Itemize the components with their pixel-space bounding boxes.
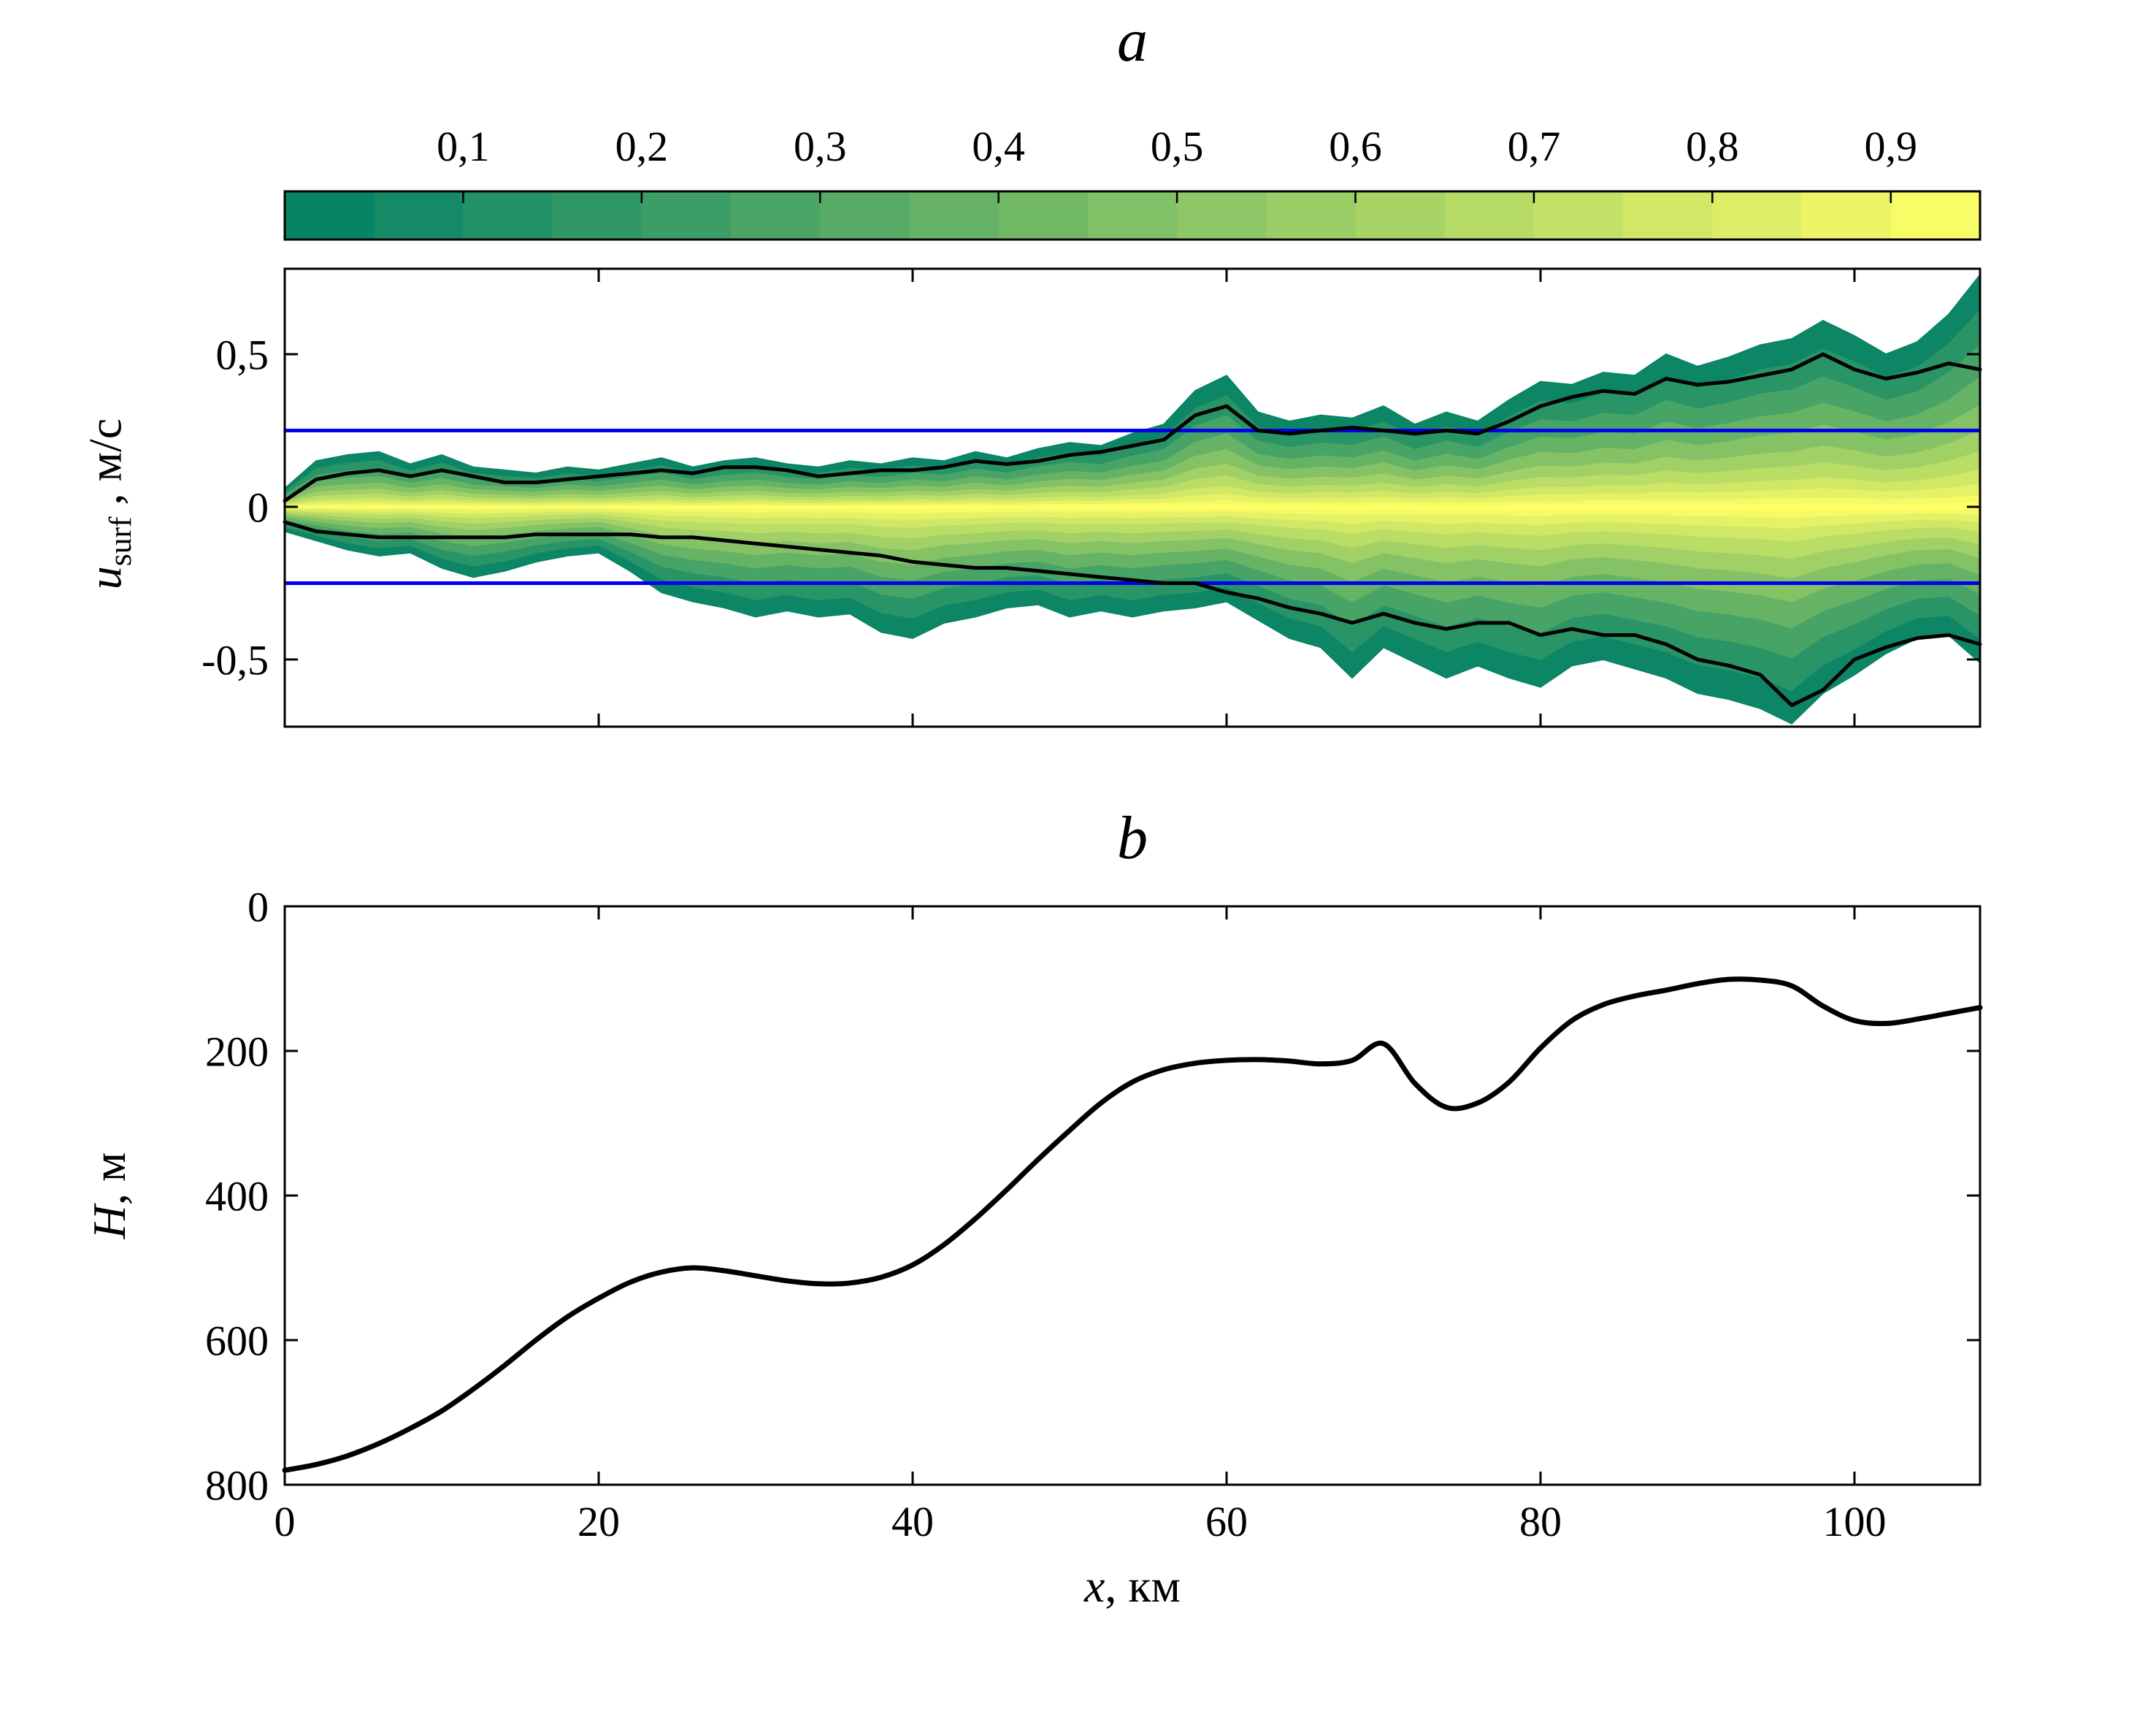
ylabel-b-units: , м [83,1152,135,1206]
panel-b-title: b [1117,804,1148,872]
velocity-contour-band [285,502,1980,511]
panel-a-ylabel: usurf , м/с [79,418,139,590]
colorbar-segment [1087,191,1178,240]
colorbar-segment [731,191,821,240]
colorbar-tick-label: 0,4 [972,123,1025,170]
colorbar-tick-label: 0,6 [1329,123,1382,170]
x-tick-label: 80 [1519,1498,1562,1545]
colorbar-segment [552,191,642,240]
xlabel-b-units: , км [1105,1560,1181,1612]
ylabel-a-var: u [79,566,131,590]
y-tick-label: 0,5 [216,331,269,378]
colorbar-segment [1801,191,1892,240]
y-tick-label: 400 [205,1172,269,1220]
colorbar: 0,1 0,2 0,3 0,4 0,5 0,6 0,7 0,8 0,9 [283,123,1982,241]
panel-b-ylabel: H, м [83,1152,135,1239]
colorbar-segment [1712,191,1803,240]
colorbar-tick-label: 0,9 [1865,123,1918,170]
colorbar-segment [1890,191,1981,240]
panel-a-title: a [1117,7,1148,74]
colorbar-segment [820,191,910,240]
ylabel-b-var: H [83,1205,135,1239]
upper-bound-curve [283,352,1982,503]
colorbar-tick-label: 0,8 [1686,123,1739,170]
y-tick-label: -0,5 [202,636,269,684]
colorbar-segment [1177,191,1267,240]
x-tick-label: 100 [1823,1498,1887,1545]
colorbar-segment [374,191,464,240]
ylabel-a-sub: surf [103,516,139,567]
colorbar-segment [285,191,375,240]
xlabel-b-var: x [1084,1560,1105,1612]
lower-bound-curve [283,520,1982,708]
colorbar-segment [1533,191,1624,240]
y-tick-label: 800 [205,1461,269,1509]
ylabel-a-units: , м/с [79,418,131,517]
panel-b-frame [283,905,1982,1486]
colorbar-tick-label: 0,3 [794,123,847,170]
x-tick-label: 0 [275,1498,296,1545]
colorbar-frame [283,190,1982,241]
colorbar-segment [1623,191,1714,240]
panel-b-xlabel: x, км [285,1563,1980,1610]
panel-b: 0 20 40 60 80 100 0 200 400 600 800 [205,883,1983,1545]
colorbar-tick-label: 0,2 [615,123,669,170]
depth-profile-curve [282,976,1983,1473]
panel-a: 0,5 0 -0,5 [202,267,1982,728]
x-tick-label: 20 [578,1498,620,1545]
y-tick-label: 0 [248,483,269,531]
x-tick-label: 40 [891,1498,934,1545]
x-tick-label: 60 [1205,1498,1248,1545]
colorbar-segment [463,191,553,240]
colorbar-segment [1266,191,1357,240]
colorbar-segment [641,191,732,240]
colorbar-segment [909,191,1000,240]
colorbar-segment [998,191,1089,240]
panel-a-frame [283,267,1982,728]
colorbar-segment [1444,191,1535,240]
y-tick-label: 600 [205,1317,269,1364]
y-tick-label: 200 [205,1028,269,1075]
colorbar-tick-label: 0,1 [437,123,490,170]
colorbar-tick-label: 0,5 [1151,123,1204,170]
y-tick-label: 0 [248,883,269,930]
colorbar-segment [1355,191,1446,240]
colorbar-tick-label: 0,7 [1508,123,1561,170]
